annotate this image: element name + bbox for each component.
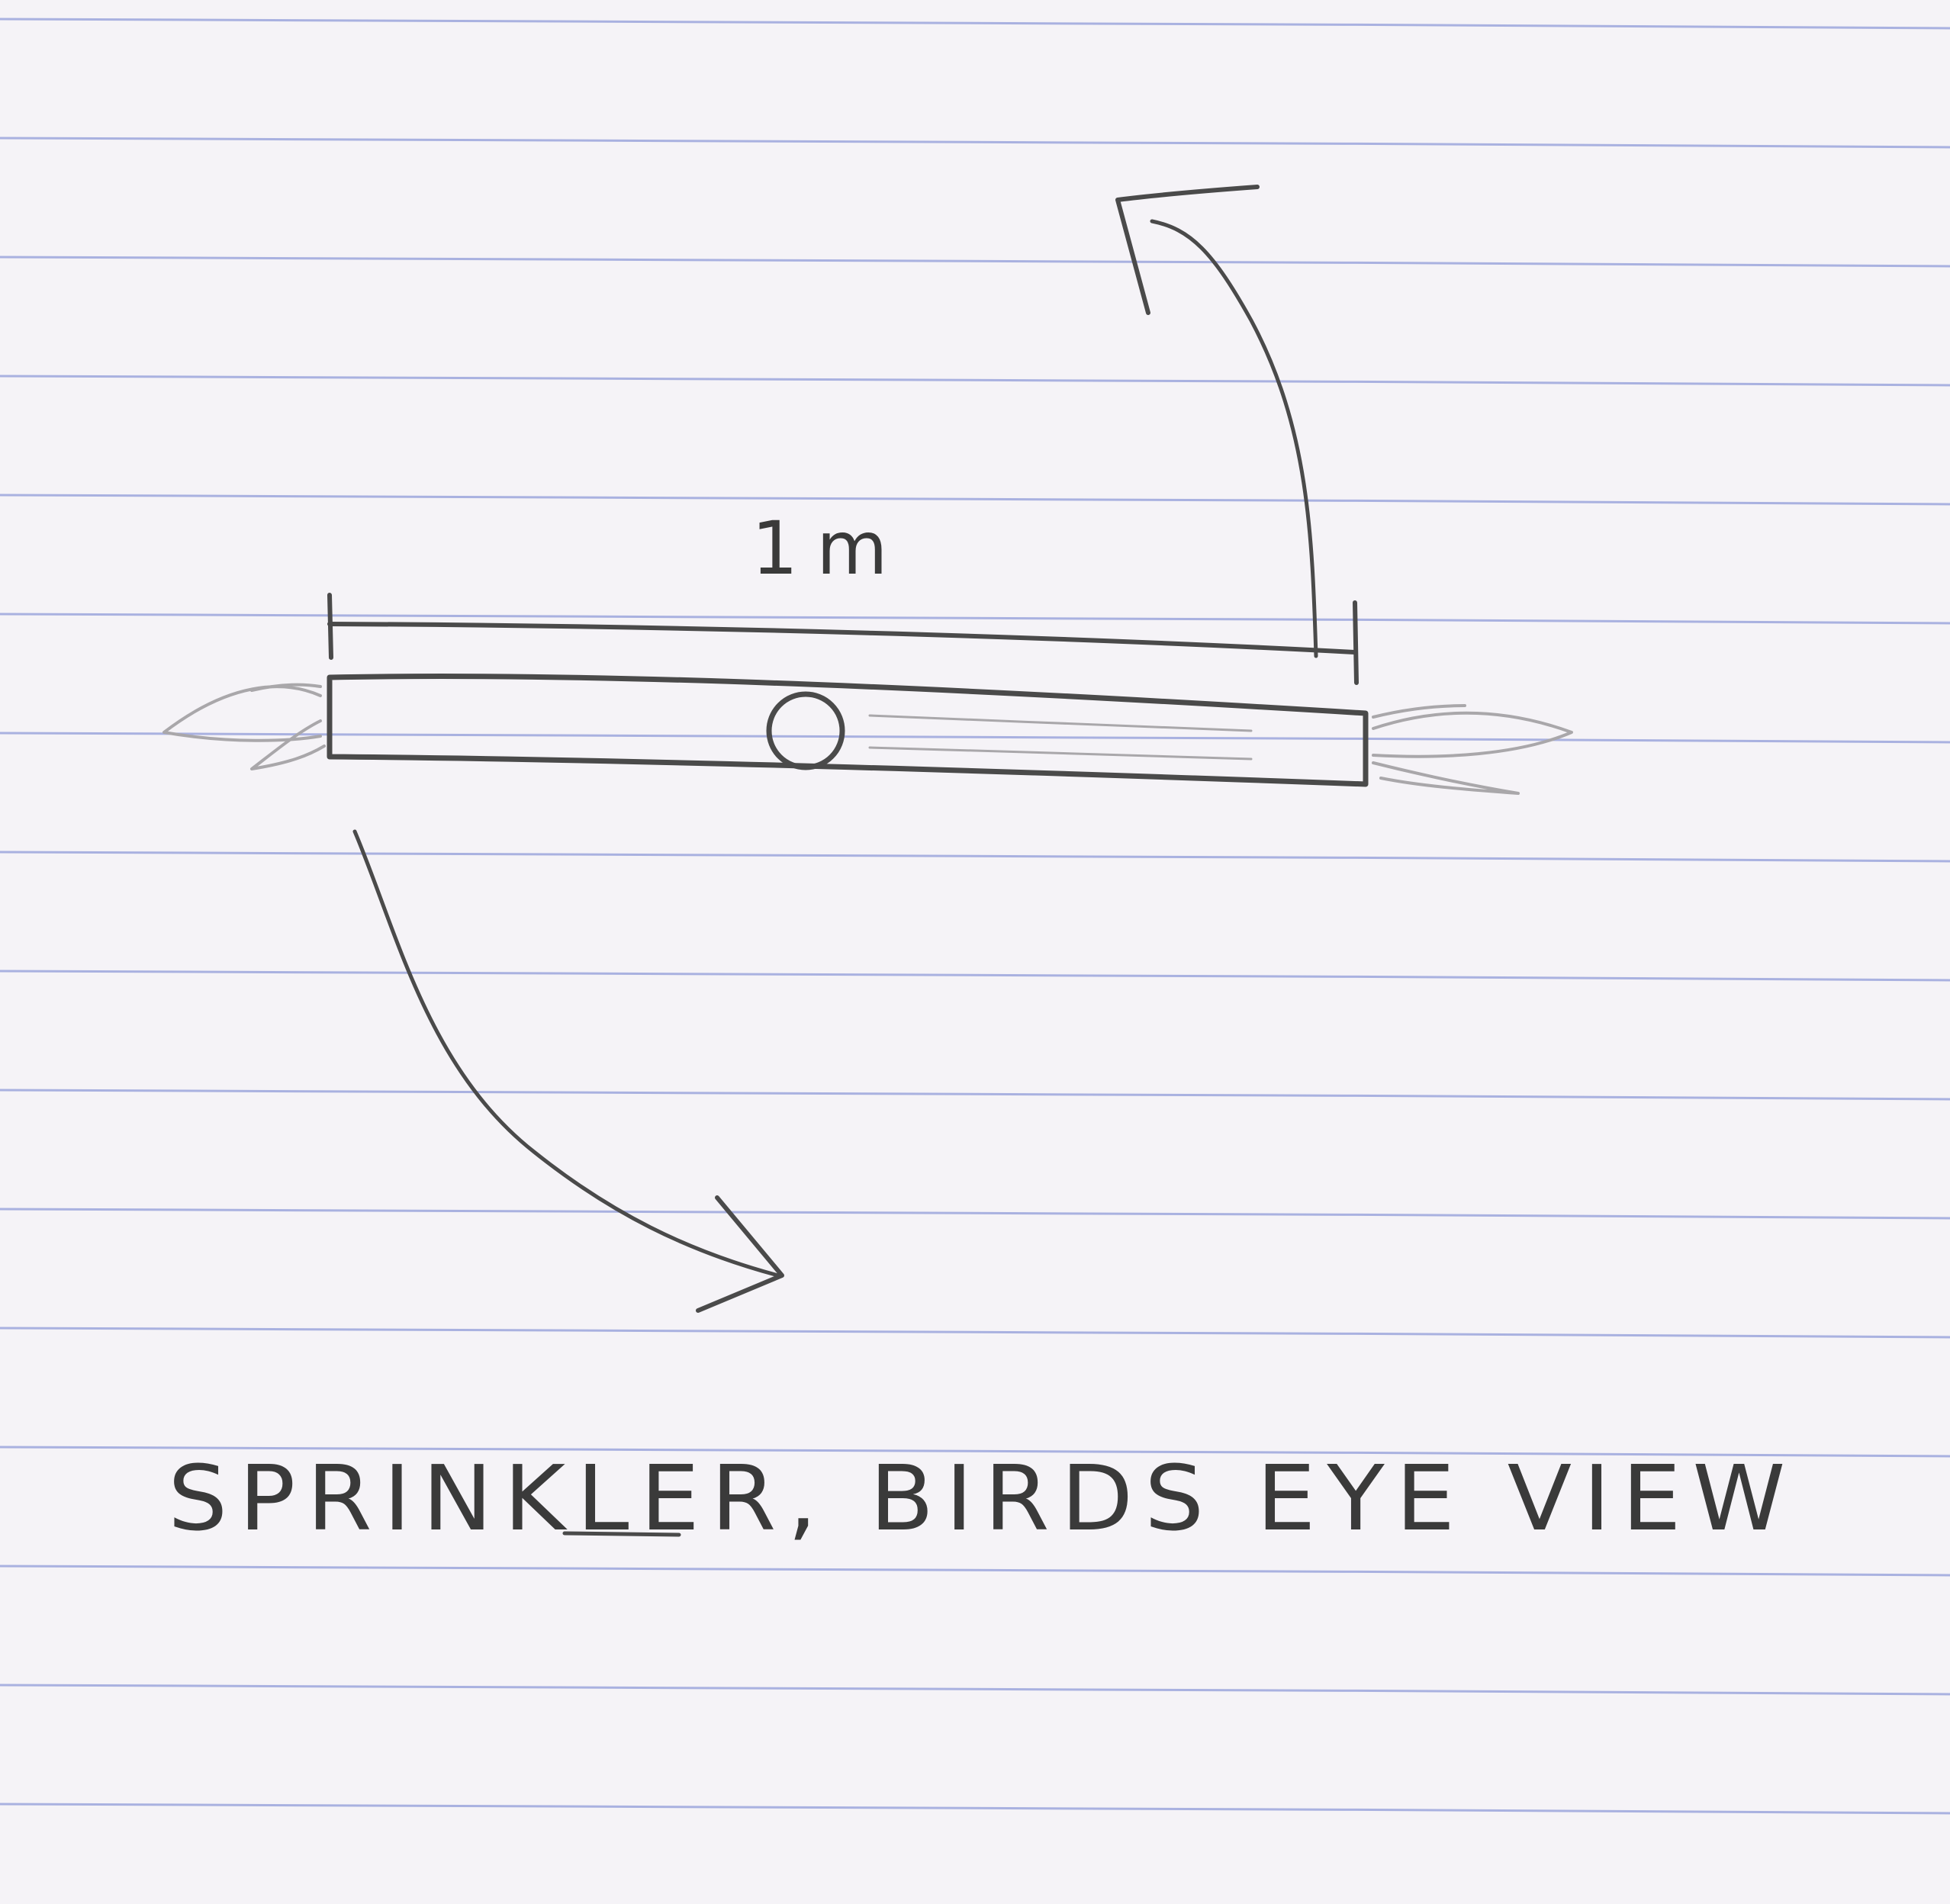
ruled-line [0,375,1950,387]
ruled-line [0,18,1950,30]
ruled-line [0,1327,1950,1339]
ruled-line [0,256,1950,268]
ruled-line [0,732,1950,744]
ruled-line [0,1684,1950,1696]
ruled-line [0,1565,1950,1577]
left-water-spray [162,683,326,770]
right-water-spray [1372,704,1573,795]
diagram-caption: SPRINKLER, BIRDS EYE VIEW [168,1446,1797,1551]
rotation-arrow-bottom [352,829,784,1313]
ruled-line [0,1089,1950,1101]
pivot-circle [766,691,845,770]
ruled-line [0,851,1950,863]
rotation-arrow-top [1115,185,1318,658]
caption-underline [562,1531,681,1537]
ruled-line [0,1208,1950,1220]
ruled-lines [0,18,1950,1815]
ruled-line [0,137,1950,149]
sprinkler-arm [327,673,1369,787]
dimension-label: 1m [751,506,906,591]
ruled-line [0,494,1950,506]
dimension-line [327,593,1359,685]
ruled-line [0,1446,1950,1458]
ruled-line [0,970,1950,982]
ruled-line [0,613,1950,625]
ruled-line [0,1803,1950,1815]
